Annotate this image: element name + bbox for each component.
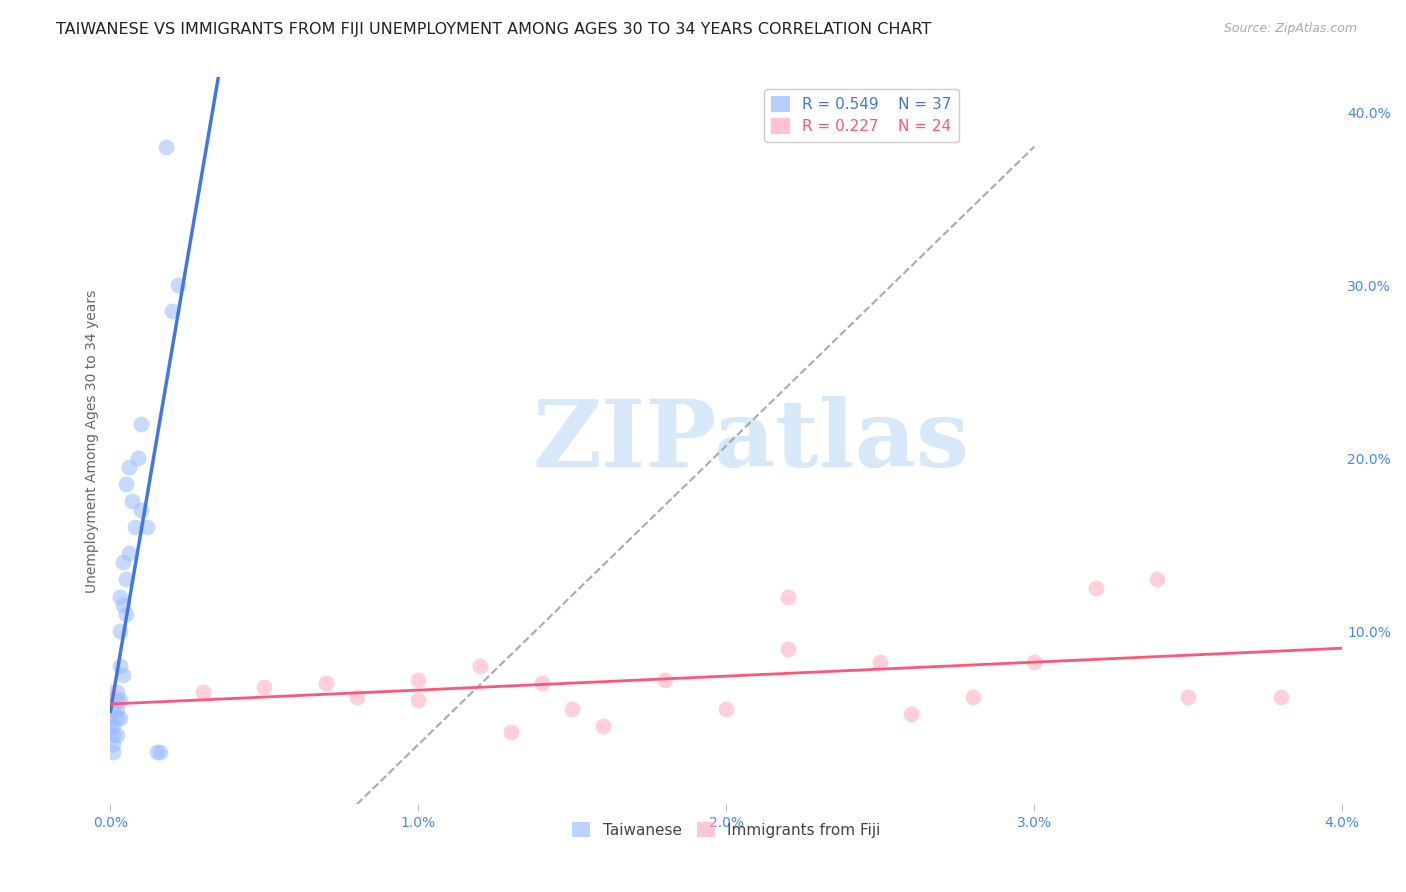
Point [776,590,799,604]
Point [499,724,522,739]
Point [346,690,368,704]
Point [108,590,131,604]
Point [100,711,122,725]
Text: Source: ZipAtlas.com: Source: ZipAtlas.com [1223,22,1357,36]
Point [167,278,190,293]
Point [149,745,172,759]
Point [129,503,152,517]
Text: TAIWANESE VS IMMIGRANTS FROM FIJI UNEMPLOYMENT AMONG AGES 30 TO 34 YEARS CORRELA: TAIWANESE VS IMMIGRANTS FROM FIJI UNEMPL… [56,22,932,37]
Point [121,494,143,508]
Point [108,658,131,673]
Point [869,656,891,670]
Point [105,711,128,725]
Point [103,728,125,742]
Point [108,711,131,725]
Point [105,702,128,716]
Legend: Taiwanese, Immigrants from Fiji: Taiwanese, Immigrants from Fiji [565,815,887,844]
Point [105,685,128,699]
Point [111,555,134,569]
Point [408,693,430,707]
Point [103,737,125,751]
Point [654,673,676,687]
Point [114,607,136,621]
Point [716,702,738,716]
Point [118,546,141,560]
Point [160,304,183,318]
Point [1146,572,1168,586]
Point [118,459,141,474]
Point [561,702,583,716]
Point [1177,690,1199,704]
Point [105,693,128,707]
Point [100,685,122,699]
Point [114,572,136,586]
Point [408,673,430,687]
Point [155,139,177,153]
Point [900,707,922,722]
Point [127,451,149,466]
Point [962,690,984,704]
Point [105,728,128,742]
Point [253,680,276,694]
Point [1084,581,1107,595]
Point [315,676,337,690]
Point [1270,690,1292,704]
Point [1024,656,1046,670]
Text: ZIPatlas: ZIPatlas [533,396,970,486]
Y-axis label: Unemployment Among Ages 30 to 34 years: Unemployment Among Ages 30 to 34 years [86,289,100,592]
Point [776,641,799,656]
Point [108,624,131,639]
Point [191,685,214,699]
Point [124,520,146,534]
Point [100,719,122,733]
Point [592,719,614,733]
Point [530,676,553,690]
Point [114,477,136,491]
Point [136,520,159,534]
Point [108,693,131,707]
Point [103,719,125,733]
Point [103,745,125,759]
Point [129,417,152,431]
Point [111,599,134,613]
Point [100,693,122,707]
Point [145,745,167,759]
Point [103,702,125,716]
Point [111,667,134,681]
Point [468,658,491,673]
